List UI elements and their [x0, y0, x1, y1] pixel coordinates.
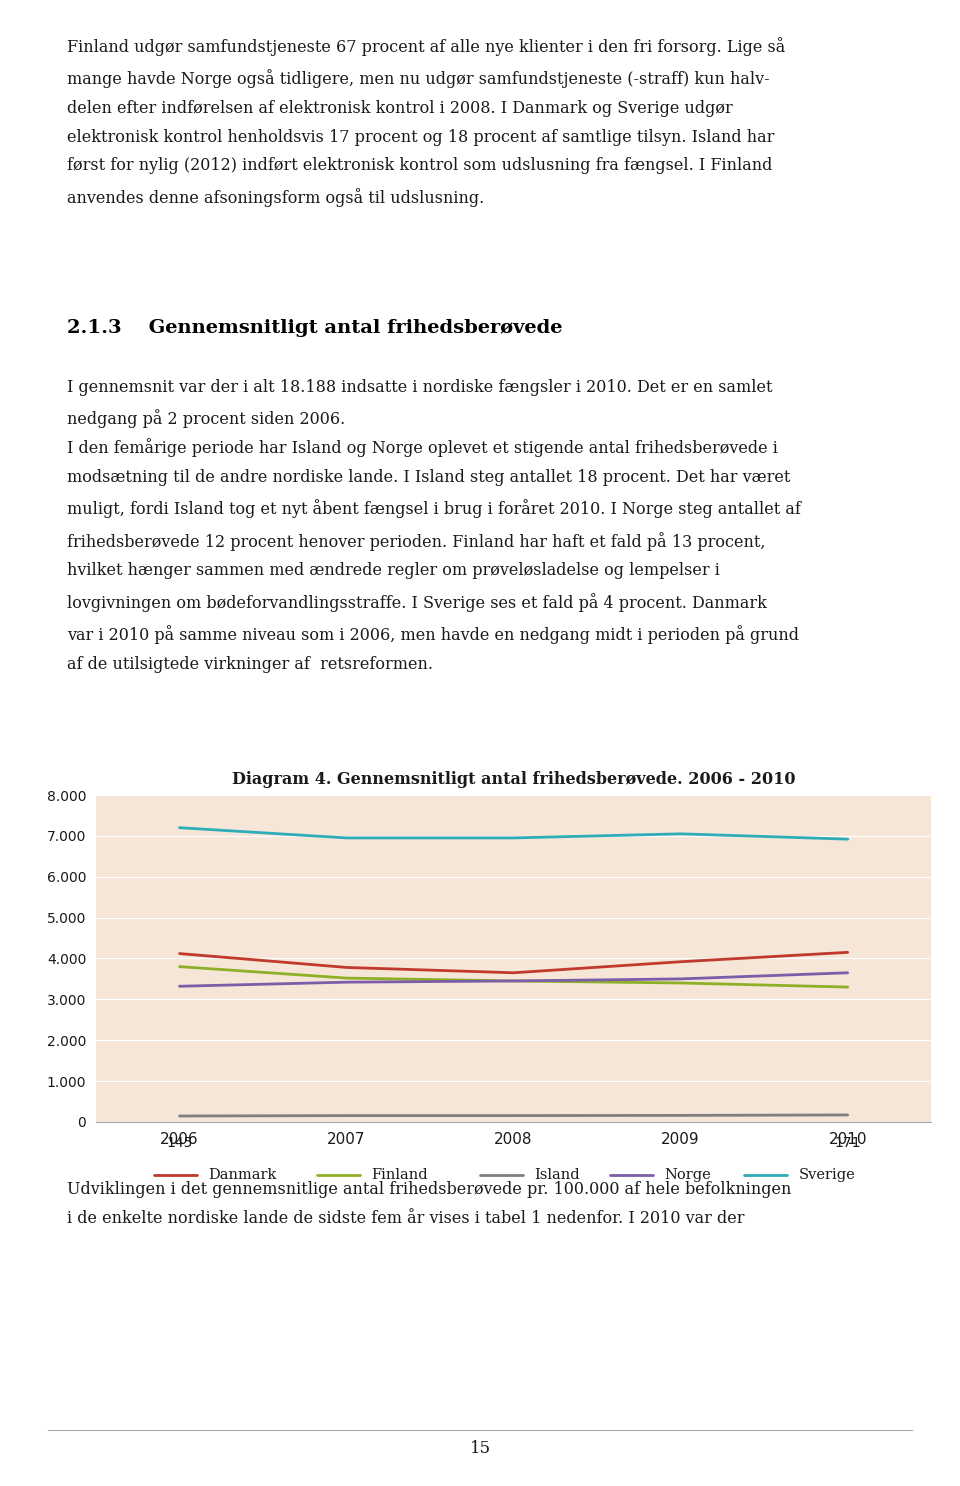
Text: Danmark: Danmark: [208, 1168, 276, 1183]
Text: I gennemsnit var der i alt 18.188 indsatte i nordiske fængsler i 2010. Det er en: I gennemsnit var der i alt 18.188 indsat…: [67, 379, 773, 428]
Text: 145: 145: [166, 1137, 193, 1150]
Text: Udviklingen i det gennemsnitlige antal frihedsberøvede pr. 100.000 af hele befol: Udviklingen i det gennemsnitlige antal f…: [67, 1181, 792, 1227]
Text: Norge: Norge: [664, 1168, 711, 1183]
Text: 15: 15: [469, 1440, 491, 1458]
Text: 2.1.3    Gennemsnitligt antal frihedsberøvede: 2.1.3 Gennemsnitligt antal frihedsberøve…: [67, 319, 563, 337]
Text: 171: 171: [834, 1137, 861, 1150]
Title: Diagram 4. Gennemsnitligt antal frihedsberøvede. 2006 - 2010: Diagram 4. Gennemsnitligt antal frihedsb…: [232, 771, 795, 788]
Text: Sverige: Sverige: [799, 1168, 855, 1183]
Text: Finland udgør samfundstjeneste 67 procent af alle nye klienter i den fri forsorg: Finland udgør samfundstjeneste 67 procen…: [67, 37, 785, 207]
Text: Finland: Finland: [372, 1168, 428, 1183]
Text: I den femårige periode har Island og Norge oplevet et stigende antal frihedsberø: I den femårige periode har Island og Nor…: [67, 438, 801, 673]
Text: Island: Island: [535, 1168, 581, 1183]
